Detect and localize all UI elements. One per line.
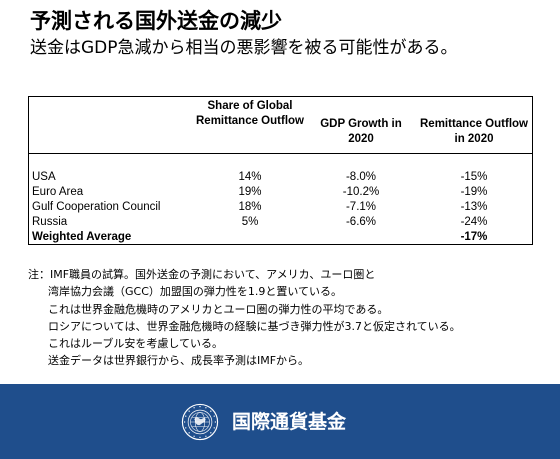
note-line: 注：IMF職員の試算。国外送金の予測において、アメリカ、ユーロ圏と (28, 268, 376, 281)
gdp-value: -10.2% (342, 186, 380, 198)
note-line: 湾岸協力会議（GCC）加盟国の弾力性を1.9と置いている。 (48, 285, 343, 299)
region-name: Russia (32, 216, 68, 228)
remittance-table: Share of Global Remittance Outflow GDP G… (29, 97, 532, 245)
table-header-row: Share of Global Remittance Outflow GDP G… (29, 97, 532, 154)
remittance-table-box: Share of Global Remittance Outflow GDP G… (28, 96, 533, 245)
footnotes: 注：IMF職員の試算。国外送金の予測において、アメリカ、ユーロ圏と 湾岸協力会議… (28, 266, 548, 370)
share-value: 14% (238, 171, 262, 183)
table-row: Russia 5% -6.6% -24% (29, 215, 532, 230)
note-line: ロシアについては、世界金融危機時の経験に基づき弾力性が3.7と仮定されている。 (48, 319, 461, 333)
weighted-average-value: -17% (460, 231, 488, 243)
weighted-average-label: Weighted Average (32, 231, 132, 243)
gdp-value: -6.6% (345, 216, 377, 228)
table-row: Gulf Cooperation Council 18% -7.1% -13% (29, 200, 532, 215)
table-row: USA 14% -8.0% -15% (29, 170, 532, 185)
footer-bar: 国際通貨基金 (0, 384, 560, 459)
table-spacer-row (29, 154, 532, 171)
region-name: Euro Area (32, 186, 84, 198)
region-name: Gulf Cooperation Council (32, 201, 161, 213)
gdp-value: -7.1% (345, 201, 377, 213)
page-subtitle: 送金はGDP急減から相当の悪影響を被る可能性がある。 (30, 38, 458, 58)
outflow-value: -19% (460, 186, 488, 198)
share-value: 18% (238, 201, 262, 213)
region-name: USA (32, 171, 56, 183)
outflow-value: -13% (460, 201, 488, 213)
share-value: 5% (241, 216, 259, 228)
organization-name: 国際通貨基金 (232, 411, 347, 433)
column-header-outflow: Remittance Outflow in 2020 (416, 97, 532, 154)
weighted-average-row: Weighted Average -17% (29, 230, 532, 245)
outflow-value: -24% (460, 216, 488, 228)
share-value: 19% (238, 186, 262, 198)
column-header-region (29, 97, 194, 154)
page-title: 予測される国外送金の減少 (30, 9, 282, 33)
note-line: これは世界金融危機時のアメリカとユーロ圏の弾力性の平均である。 (48, 302, 389, 316)
column-header-share: Share of Global Remittance Outflow (194, 97, 306, 154)
outflow-value: -15% (460, 171, 488, 183)
column-header-gdp: GDP Growth in 2020 (306, 97, 416, 154)
imf-seal-icon (181, 403, 219, 441)
note-line: これはルーブル安を考慮している。 (48, 337, 224, 351)
gdp-value: -8.0% (345, 171, 377, 183)
note-line: 送金データは世界銀行から、成長率予測はIMFから。 (48, 354, 310, 368)
table-row: Euro Area 19% -10.2% -19% (29, 185, 532, 200)
